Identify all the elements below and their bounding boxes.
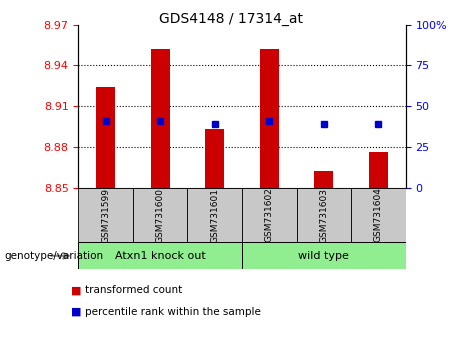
Text: ■: ■: [71, 285, 82, 295]
Bar: [96, 87, 115, 188]
Bar: [205, 129, 225, 188]
Text: genotype/variation: genotype/variation: [5, 251, 104, 261]
Text: ■: ■: [71, 307, 82, 316]
Bar: [314, 171, 333, 188]
Bar: [133, 188, 188, 242]
Text: Atxn1 knock out: Atxn1 knock out: [115, 251, 206, 261]
Bar: [260, 49, 279, 188]
Bar: [78, 188, 133, 242]
Bar: [369, 152, 388, 188]
Bar: [351, 188, 406, 242]
Text: GSM731599: GSM731599: [101, 188, 110, 242]
Bar: [296, 188, 351, 242]
Bar: [242, 188, 296, 242]
Text: GSM731602: GSM731602: [265, 188, 274, 242]
Text: GSM731601: GSM731601: [210, 188, 219, 242]
Bar: [188, 188, 242, 242]
Bar: [242, 242, 406, 269]
Text: GSM731603: GSM731603: [319, 188, 328, 242]
Text: percentile rank within the sample: percentile rank within the sample: [85, 307, 261, 316]
Text: GDS4148 / 17314_at: GDS4148 / 17314_at: [159, 12, 302, 27]
Bar: [151, 49, 170, 188]
Text: GSM731600: GSM731600: [156, 188, 165, 242]
Text: wild type: wild type: [298, 251, 349, 261]
Bar: [78, 242, 242, 269]
Text: GSM731604: GSM731604: [374, 188, 383, 242]
Text: transformed count: transformed count: [85, 285, 183, 295]
